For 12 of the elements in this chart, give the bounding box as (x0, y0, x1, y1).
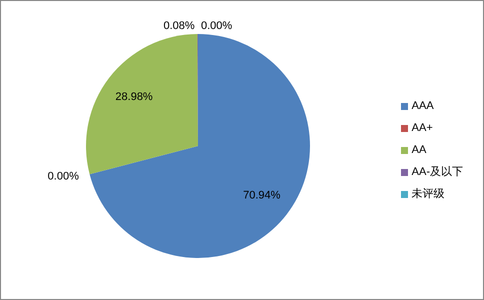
text: 0.00% (201, 20, 232, 32)
pie-slice (90, 34, 310, 258)
legend-label: AA-及以下 (412, 165, 463, 180)
legend-label: 未评级 (412, 187, 445, 202)
legend-label: AA+ (412, 121, 433, 136)
pie-slice (86, 34, 198, 174)
data-label: 0.08% (163, 20, 195, 32)
text: 0.00% (48, 170, 79, 182)
legend-label: AAA (412, 99, 434, 114)
legend-label: AA (412, 143, 426, 158)
data-label: 70.94% (243, 189, 281, 202)
data-label: 28.98% (115, 90, 153, 103)
